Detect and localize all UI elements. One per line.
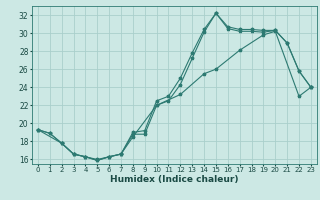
X-axis label: Humidex (Indice chaleur): Humidex (Indice chaleur) bbox=[110, 175, 239, 184]
